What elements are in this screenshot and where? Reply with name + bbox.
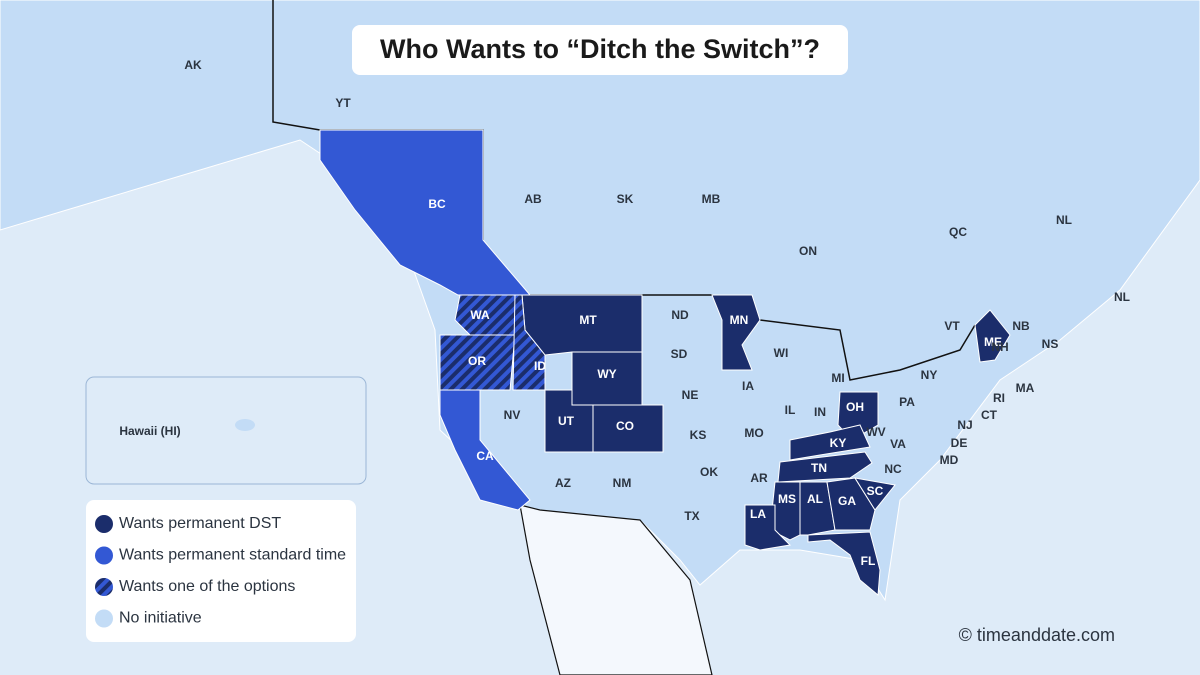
region-label: SD xyxy=(671,347,688,361)
region-label: NL xyxy=(1114,290,1130,304)
region-label: YT xyxy=(335,96,351,110)
legend-label: Wants permanent DST xyxy=(119,515,281,532)
region-shape xyxy=(711,294,761,371)
region-label: AZ xyxy=(555,476,571,490)
region-label: AR xyxy=(750,471,768,485)
region-shape xyxy=(777,451,873,483)
hawaii-label: Hawaii (HI) xyxy=(119,424,180,438)
region-label: UT xyxy=(558,414,575,428)
region-label: WI xyxy=(774,346,789,360)
region-label: BC xyxy=(428,197,446,211)
region-label: WV xyxy=(866,425,885,439)
region-label: ID xyxy=(534,359,546,373)
region-label: ON xyxy=(799,244,817,258)
region-label: IL xyxy=(785,403,796,417)
region-label: MO xyxy=(744,426,763,440)
region-label: CT xyxy=(981,408,998,422)
copyright: © timeanddate.com xyxy=(959,625,1115,645)
region-label: PA xyxy=(899,395,915,409)
region-label: CO xyxy=(616,419,634,433)
region-label: AB xyxy=(524,192,542,206)
region-label: CA xyxy=(476,449,494,463)
region-label: KS xyxy=(690,428,707,442)
regions xyxy=(319,129,1011,597)
region-label: OK xyxy=(700,465,718,479)
region-label: NH xyxy=(991,340,1008,354)
region-shape xyxy=(512,294,546,391)
region-label: NJ xyxy=(957,418,972,432)
region-label: MS xyxy=(778,492,796,506)
region-label: MA xyxy=(1016,381,1035,395)
legend: Wants permanent DST Wants permanent stand… xyxy=(95,515,346,628)
region-label: GA xyxy=(838,494,856,508)
region-label: AK xyxy=(184,58,202,72)
region-label: MT xyxy=(579,313,597,327)
region-label: MB xyxy=(702,192,721,206)
title: Who Wants to “Ditch the Switch”? xyxy=(380,34,820,64)
hawaii-inset xyxy=(85,376,367,485)
region-label: WY xyxy=(597,367,616,381)
region-label: VA xyxy=(890,437,906,451)
region-label: FL xyxy=(861,554,876,568)
region-label: TN xyxy=(811,461,827,475)
region-label: NS xyxy=(1042,337,1059,351)
region-label: MN xyxy=(730,313,749,327)
legend-label: Wants permanent standard time xyxy=(119,547,346,564)
legend-box xyxy=(86,500,356,642)
region-shape xyxy=(807,531,881,597)
region-label: RI xyxy=(993,391,1005,405)
region-label: IA xyxy=(742,379,754,393)
region-label: ME xyxy=(984,335,1002,349)
region-shape xyxy=(744,504,792,551)
region-shape xyxy=(974,309,1011,363)
region-shape xyxy=(789,424,871,461)
region-label: NC xyxy=(884,462,902,476)
region-shape xyxy=(439,389,531,511)
region-shape xyxy=(853,477,896,511)
title-box xyxy=(352,25,848,75)
region-label: VT xyxy=(944,319,960,333)
region-label: NE xyxy=(682,388,699,402)
hawaii-island xyxy=(235,419,255,431)
region-label: MD xyxy=(940,453,959,467)
region-shape xyxy=(439,334,516,391)
region-label: SC xyxy=(867,484,884,498)
region-label: KY xyxy=(830,436,847,450)
region-label: SK xyxy=(617,192,634,206)
region-shape xyxy=(592,404,664,453)
region-shape xyxy=(799,481,836,536)
region-label: NV xyxy=(504,408,521,422)
legend-swatch xyxy=(95,515,113,533)
region-label: NY xyxy=(921,368,938,382)
region-label: OH xyxy=(846,400,864,414)
region-label: OR xyxy=(468,354,486,368)
region-label: NB xyxy=(1012,319,1030,333)
legend-label: Wants one of the options xyxy=(119,578,295,595)
region-label: AL xyxy=(807,492,823,506)
region-label: QC xyxy=(949,225,967,239)
region-label: NM xyxy=(613,476,632,490)
legend-swatch xyxy=(95,578,113,596)
region-shape xyxy=(319,129,532,296)
legend-swatch xyxy=(95,546,113,565)
region-label: IN xyxy=(814,405,826,419)
region-label: DE xyxy=(951,436,968,450)
legend-swatch xyxy=(95,609,113,628)
region-label: MI xyxy=(831,371,844,385)
region-label: NL xyxy=(1056,213,1072,227)
region-label: ND xyxy=(671,308,689,322)
mexico xyxy=(519,504,713,675)
region-label: TX xyxy=(684,509,699,523)
legend-label: No initiative xyxy=(119,610,202,627)
region-label: WA xyxy=(470,308,490,322)
region-label: LA xyxy=(750,507,766,521)
